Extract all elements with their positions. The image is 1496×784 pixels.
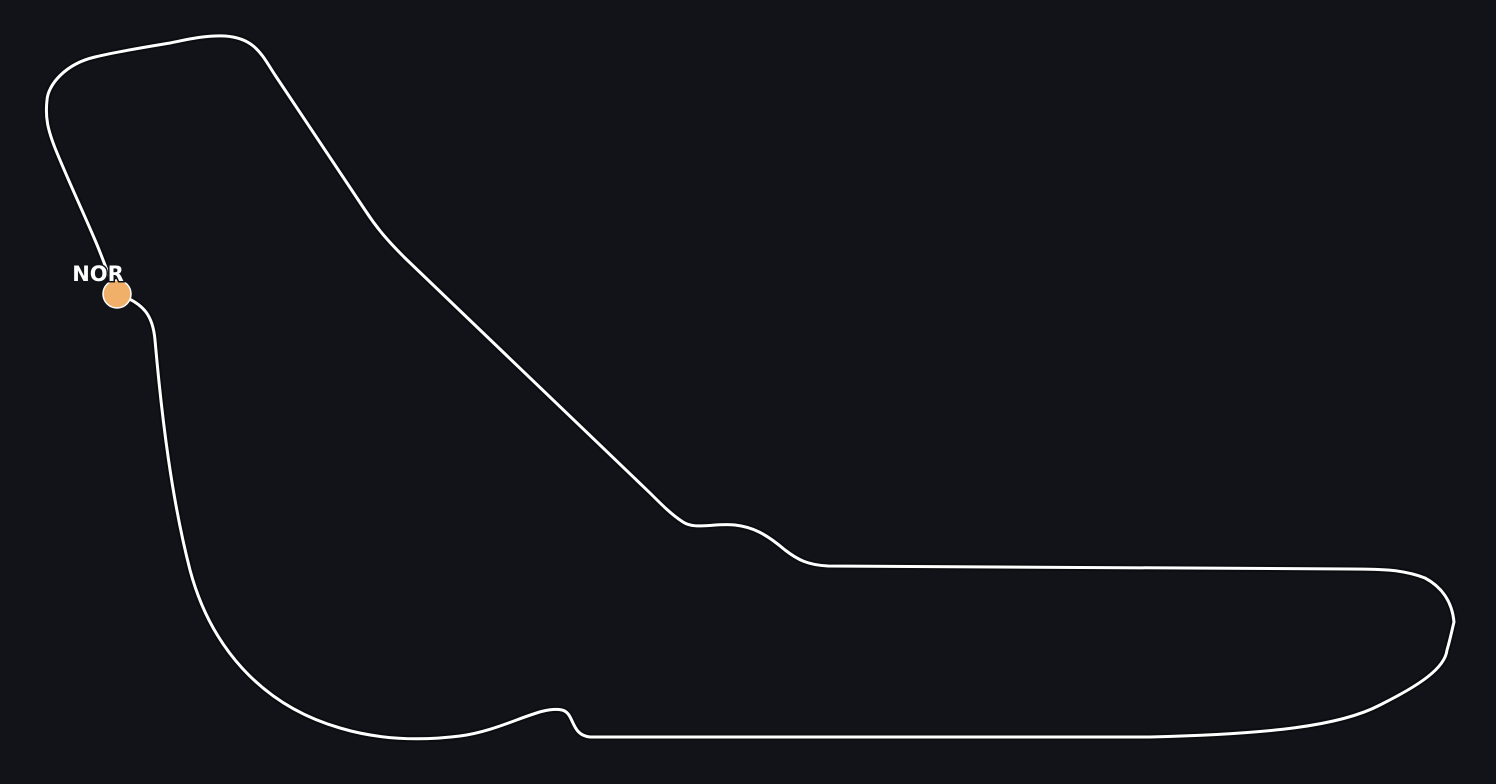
driver-label: NOR [72, 262, 124, 286]
circuit-layout [42, 32, 1458, 743]
circuit-track-shadow [42, 32, 1458, 743]
circuit-track [44, 34, 1456, 741]
car-position-dot[interactable] [102, 279, 132, 309]
car-marker-nor[interactable]: NOR [71, 261, 132, 309]
